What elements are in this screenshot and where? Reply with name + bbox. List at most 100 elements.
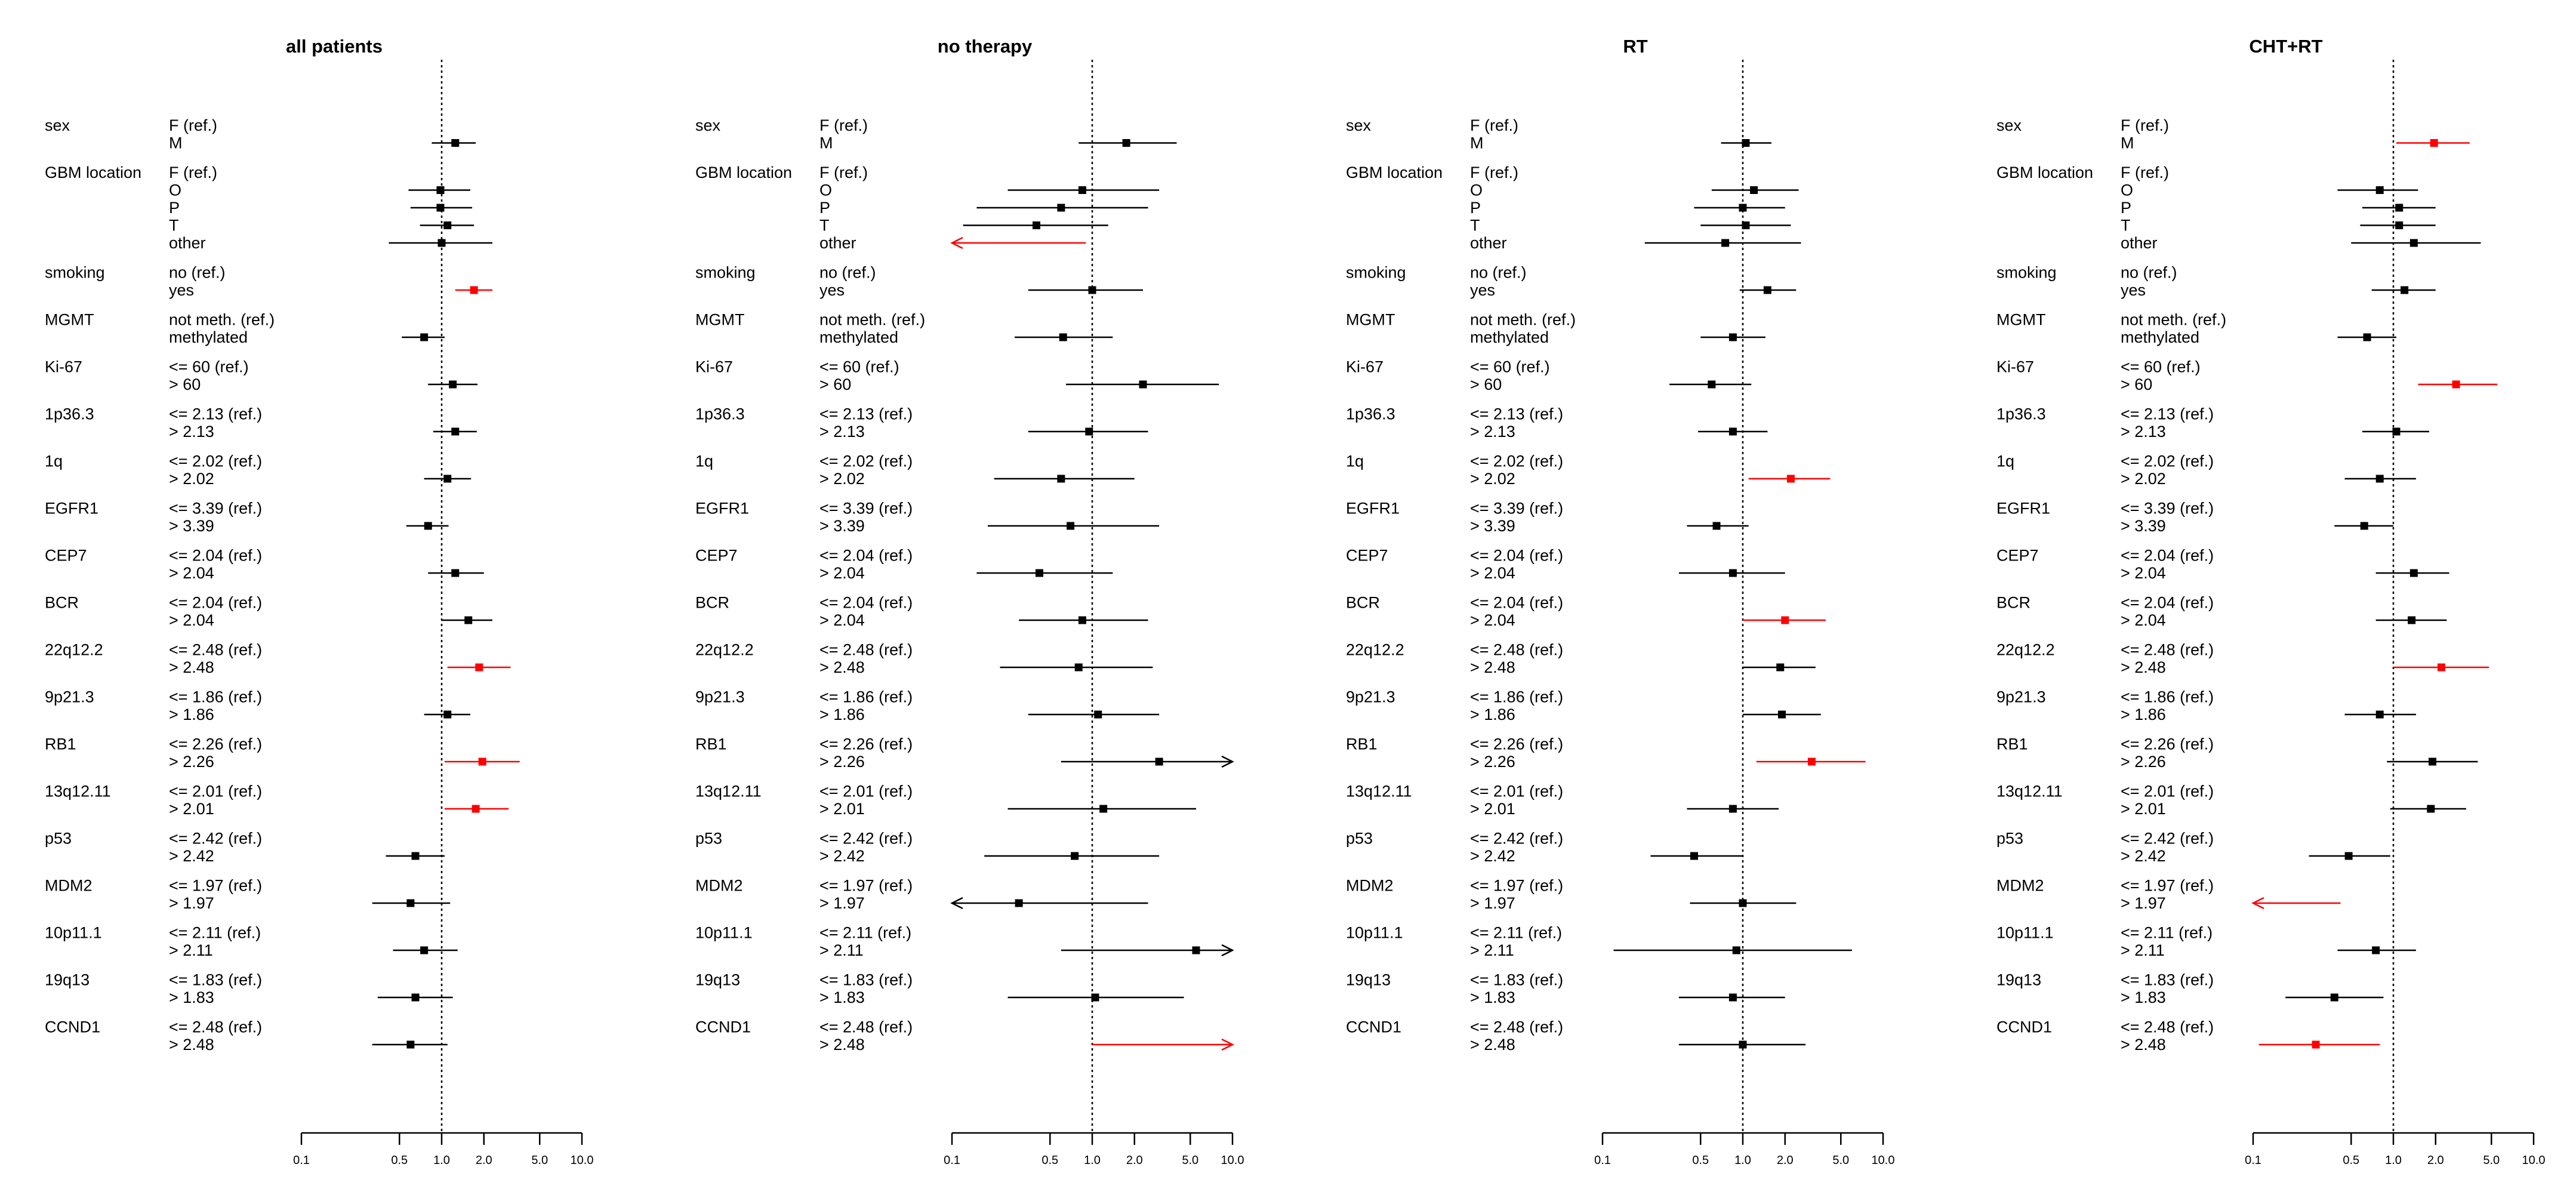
level-label: other	[169, 234, 206, 252]
hazard-ratio-point	[1778, 710, 1786, 719]
level-label: > 2.01	[819, 800, 865, 818]
hazard-ratio-point	[1032, 221, 1040, 229]
level-label: > 1.83	[819, 988, 865, 1006]
variable-label: 10p11.1	[45, 924, 102, 942]
level-label: <= 2.13 (ref.)	[2121, 405, 2214, 423]
level-label: <= 60 (ref.)	[819, 358, 899, 376]
x-tick-label: 5.0	[1832, 1154, 1849, 1167]
hazard-ratio-point	[1728, 805, 1737, 813]
x-tick-label: 1.0	[433, 1154, 450, 1167]
hazard-ratio-point	[2401, 286, 2409, 294]
level-label: > 1.97	[169, 894, 214, 912]
level-label: <= 2.13 (ref.)	[1470, 405, 1563, 423]
level-label: no (ref.)	[819, 264, 876, 282]
hazard-ratio-point	[475, 663, 483, 672]
hazard-ratio-point	[1728, 569, 1737, 577]
hazard-ratio-point	[1139, 380, 1147, 389]
level-label: F (ref.)	[169, 116, 217, 134]
hazard-ratio-point	[2363, 333, 2371, 341]
x-tick-label: 0.5	[1042, 1154, 1058, 1167]
variable-label: CEP7	[695, 547, 738, 565]
x-tick-label: 0.5	[2343, 1154, 2359, 1167]
level-label: <= 2.42 (ref.)	[169, 830, 262, 848]
variable-label: 1q	[695, 452, 713, 470]
hazard-ratio-point	[2409, 239, 2418, 247]
hazard-ratio-point	[1712, 522, 1721, 530]
variable-label: 10p11.1	[695, 924, 753, 942]
hazard-ratio-point	[1739, 1040, 1747, 1049]
panel-title: RT	[1623, 36, 1647, 57]
hazard-ratio-point	[451, 569, 460, 577]
variable-label: 10p11.1	[1996, 924, 2054, 942]
level-label: <= 2.42 (ref.)	[2121, 830, 2214, 848]
level-label: no (ref.)	[169, 264, 226, 282]
level-label: P	[1470, 199, 1481, 217]
hazard-ratio-point	[1067, 522, 1075, 530]
hazard-ratio-point	[1763, 286, 1771, 294]
level-label: T	[2121, 217, 2131, 235]
variable-label: sex	[45, 116, 70, 134]
hazard-ratio-point	[1071, 852, 1079, 860]
hazard-ratio-point	[1742, 221, 1750, 229]
hazard-ratio-point	[406, 1040, 415, 1049]
variable-label: 22q12.2	[1346, 641, 1404, 659]
level-label: > 3.39	[2121, 517, 2166, 535]
variable-label: EGFR1	[695, 500, 749, 518]
hazard-ratio-point	[411, 852, 420, 860]
level-label: methylated	[2121, 328, 2199, 346]
level-label: > 2.01	[2121, 800, 2166, 818]
level-label: > 2.26	[169, 753, 214, 771]
variable-label: RB1	[45, 735, 76, 753]
variable-label: CEP7	[1346, 547, 1388, 565]
hazard-ratio-point	[1088, 286, 1096, 294]
level-label: > 2.48	[1470, 658, 1515, 676]
level-label: yes	[819, 281, 845, 299]
level-label: P	[2121, 199, 2131, 217]
level-label: <= 1.83 (ref.)	[1470, 971, 1563, 989]
variable-label: 22q12.2	[695, 641, 754, 659]
level-label: yes	[1470, 281, 1495, 299]
variable-label: 9p21.3	[45, 688, 94, 706]
variable-label: GBM location	[45, 164, 141, 181]
hazard-ratio-point	[1739, 899, 1747, 907]
x-tick-label: 0.1	[944, 1154, 960, 1167]
level-label: <= 2.11 (ref.)	[169, 924, 261, 942]
level-label: M	[1470, 134, 1484, 152]
level-label: <= 2.48 (ref.)	[819, 1018, 913, 1036]
hazard-ratio-point	[478, 757, 486, 766]
level-label: <= 1.86 (ref.)	[819, 688, 913, 706]
level-label: <= 2.04 (ref.)	[2121, 594, 2214, 612]
level-label: not meth. (ref.)	[169, 311, 275, 329]
variable-label: 19q13	[1996, 971, 2041, 989]
variable-label: GBM location	[1346, 164, 1443, 181]
level-label: <= 2.11 (ref.)	[2121, 924, 2213, 942]
hazard-ratio-point	[1074, 663, 1083, 672]
variable-label: EGFR1	[1346, 500, 1400, 518]
level-label: <= 2.04 (ref.)	[1470, 547, 1563, 565]
level-label: not meth. (ref.)	[2121, 311, 2226, 329]
variable-label: Ki-67	[1996, 358, 2034, 376]
level-label: > 2.48	[2121, 1036, 2166, 1054]
hazard-ratio-point	[1786, 475, 1795, 483]
x-tick-label: 10.0	[1221, 1154, 1244, 1167]
variable-label: Ki-67	[1346, 358, 1383, 376]
level-label: <= 1.83 (ref.)	[2121, 971, 2214, 989]
level-label: no (ref.)	[1470, 264, 1527, 282]
variable-label: smoking	[45, 264, 105, 282]
level-label: <= 2.48 (ref.)	[169, 641, 262, 659]
panel-title: no therapy	[938, 36, 1033, 57]
x-tick-label: 1.0	[1084, 1154, 1101, 1167]
level-label: > 1.86	[2121, 706, 2166, 723]
hazard-ratio-point	[2408, 616, 2416, 624]
level-label: other	[819, 234, 856, 252]
level-label: methylated	[819, 328, 898, 346]
hazard-ratio-point	[2409, 569, 2418, 577]
variable-label: MGMT	[1996, 311, 2045, 329]
level-label: <= 2.02 (ref.)	[2121, 452, 2214, 470]
hazard-ratio-point	[1776, 663, 1785, 672]
variable-label: sex	[1346, 116, 1372, 134]
variable-label: 1q	[1346, 452, 1364, 470]
panel-title: CHT+RT	[2249, 36, 2322, 57]
level-label: > 2.02	[819, 470, 865, 488]
level-label: F (ref.)	[819, 116, 868, 134]
